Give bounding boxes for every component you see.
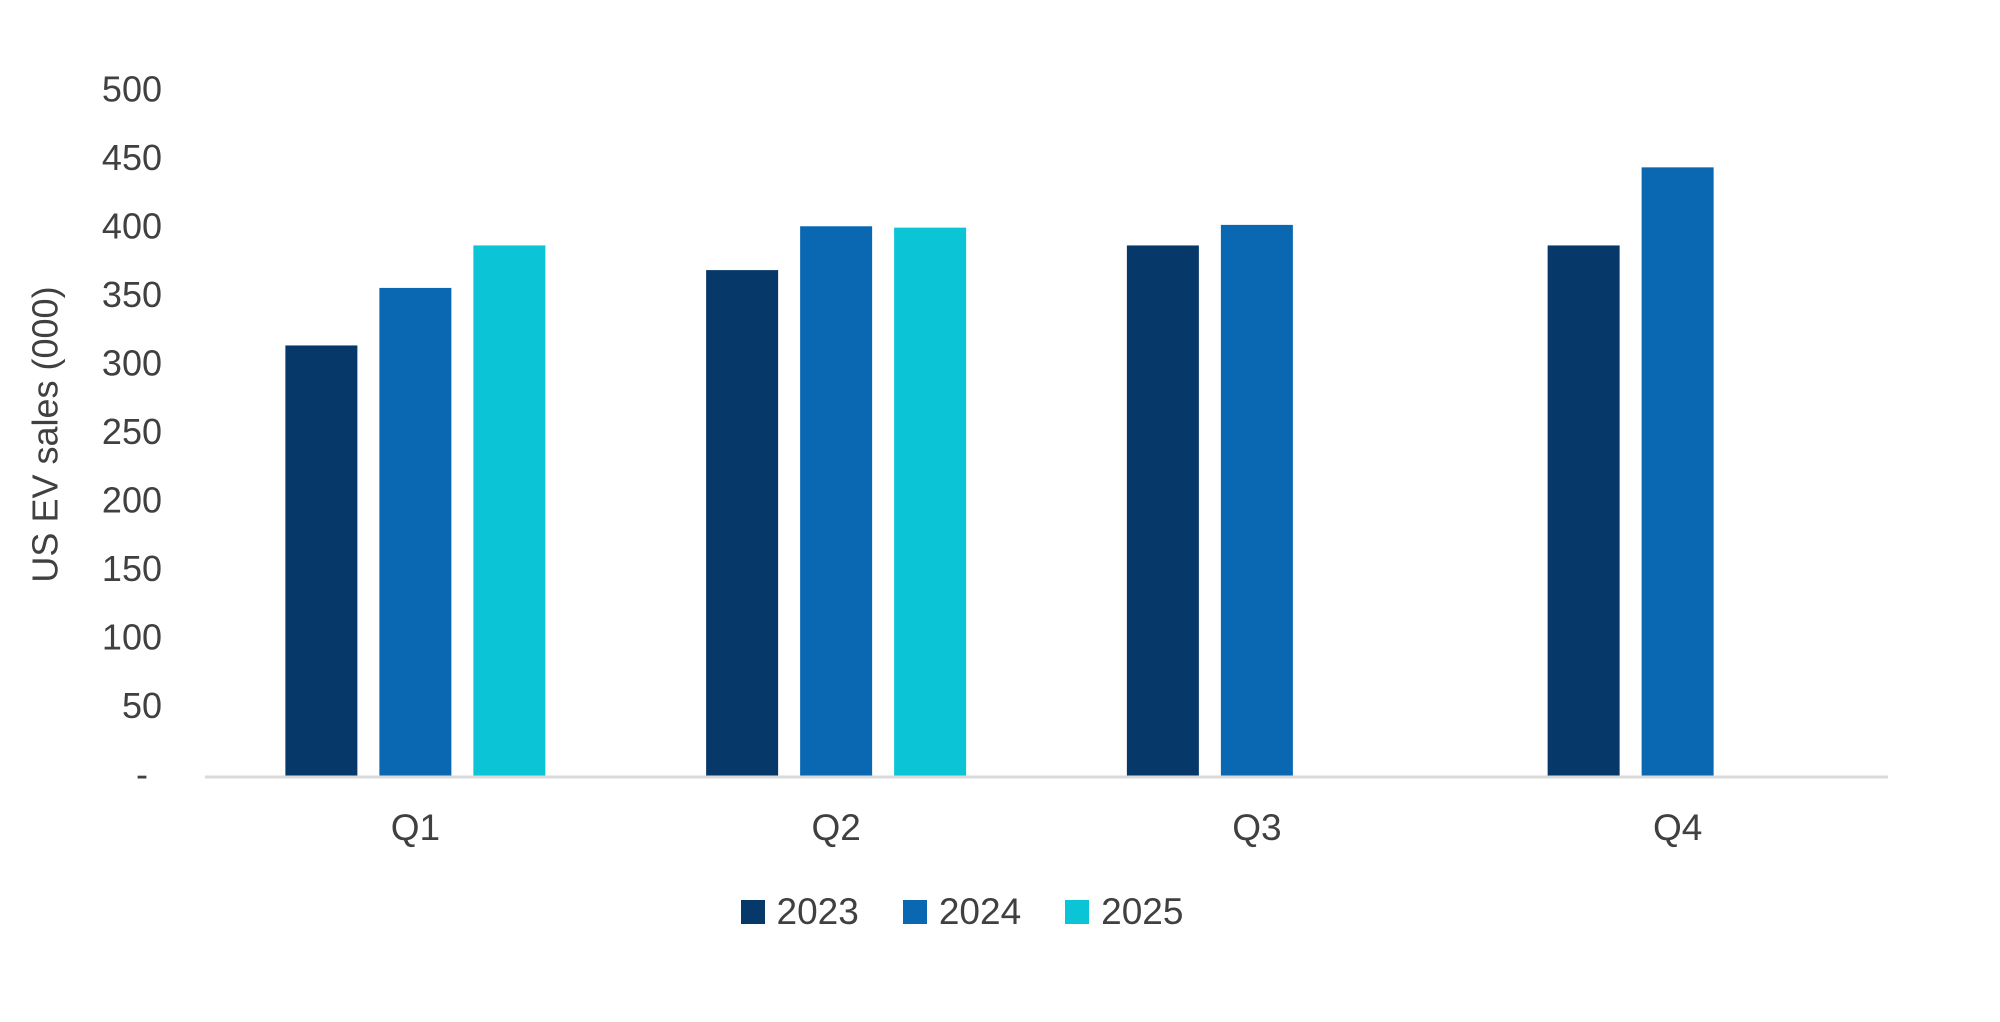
bar-2023-Q2	[706, 270, 779, 777]
y-tick-label: 100	[102, 617, 162, 658]
y-tick-label: 300	[102, 343, 162, 384]
y-tick-label: -	[136, 754, 148, 795]
y-tick-label: 200	[102, 480, 162, 521]
legend-label-2025: 2025	[1101, 891, 1184, 932]
bar-2023-Q3	[1126, 245, 1199, 777]
y-tick-label: 250	[102, 411, 162, 452]
y-tick-label: 450	[102, 137, 162, 178]
legend-item-2024: 2024	[902, 891, 1022, 932]
bar-2023-Q4	[1547, 245, 1620, 777]
legend-label-2023: 2023	[776, 891, 859, 932]
bar-2023-Q1	[285, 345, 358, 777]
legend-swatch-2024	[902, 899, 927, 924]
x-tick-label-Q3: Q3	[1232, 807, 1281, 848]
x-tick-label-Q4: Q4	[1653, 807, 1702, 848]
y-axis-title: US EV sales (000)	[25, 286, 66, 582]
x-tick-label-Q1: Q1	[391, 807, 440, 848]
y-tick-label: 350	[102, 274, 162, 315]
legend: 2023 2024 2025	[0, 893, 1962, 930]
bar-2024-Q1	[379, 287, 452, 777]
legend-item-2023: 2023	[740, 891, 859, 932]
legend-swatch-2023	[740, 899, 765, 924]
bar-2025-Q1	[473, 245, 546, 777]
bar-2025-Q2	[894, 227, 967, 777]
bar-2024-Q4	[1641, 167, 1714, 778]
x-tick-label-Q2: Q2	[811, 807, 860, 848]
legend-label-2024: 2024	[938, 891, 1022, 932]
y-tick-label: 50	[122, 685, 162, 726]
bar-2024-Q2	[800, 226, 873, 777]
legend-swatch-2025	[1065, 899, 1090, 924]
y-tick-label: 150	[102, 548, 162, 589]
bar-2024-Q3	[1220, 224, 1293, 777]
y-tick-label: 500	[102, 69, 162, 110]
legend-item-2025: 2025	[1065, 893, 1183, 930]
y-tick-label: 400	[102, 206, 162, 247]
